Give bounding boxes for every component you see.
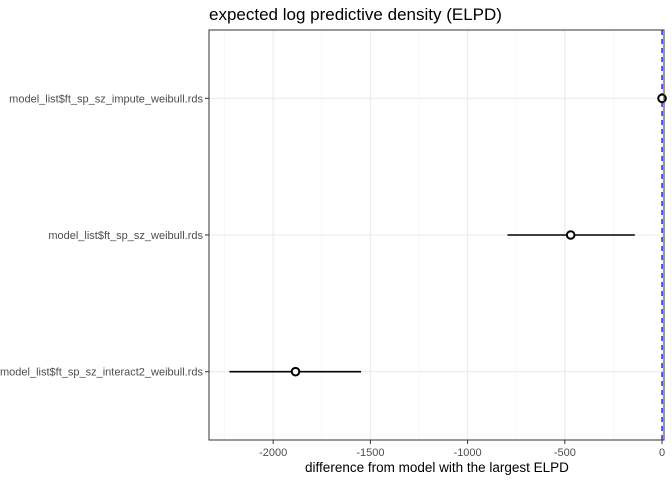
x-tick-label: -1000 — [454, 447, 482, 459]
point-estimate — [290, 366, 301, 377]
y-tick-label: model_list$ft_sp_sz_weibull.rds — [48, 230, 203, 242]
point-estimate — [565, 230, 576, 240]
x-tick-label: -500 — [554, 447, 576, 459]
point-estimate — [657, 93, 667, 104]
x-tick-label: -1500 — [356, 447, 384, 459]
x-axis-ticks: -2000 -1500 -1000 -500 0 — [259, 440, 665, 459]
x-tick-label: -2000 — [259, 447, 287, 459]
y-tick-label: model_list$ft_sp_sz_interact2_weibull.rd… — [0, 367, 203, 379]
x-axis-title: difference from model with the largest E… — [305, 460, 569, 475]
x-tick-label: 0 — [659, 447, 665, 459]
y-tick-label: model_list$ft_sp_sz_impute_weibull.rds — [9, 93, 203, 105]
y-axis-ticks: model_list$ft_sp_sz_impute_weibull.rdsmo… — [0, 93, 209, 379]
chart-title: expected log predictive density (ELPD) — [209, 5, 502, 24]
